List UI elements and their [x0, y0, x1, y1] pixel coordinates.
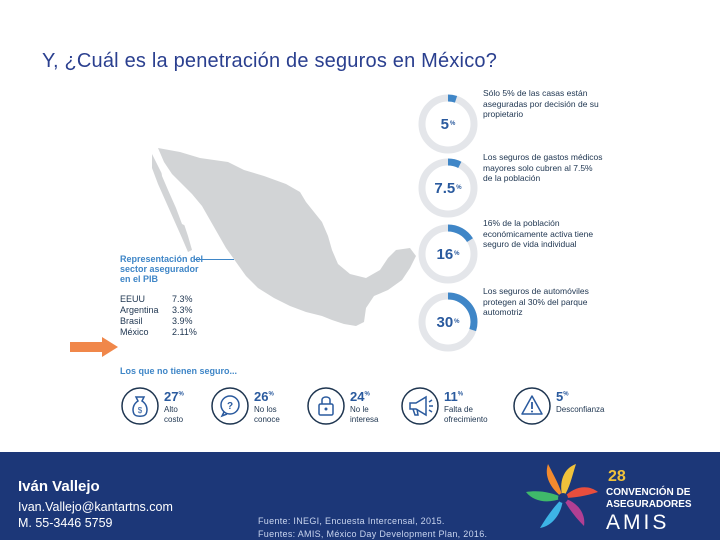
stat-medical: 7.5% Los seguros de gastos médicos mayor… — [416, 152, 716, 222]
reason-label: No le interesa — [350, 405, 379, 424]
pib-title: Representación del sector asegurador en … — [120, 254, 204, 284]
convention-line-1: CONVENCIÓN DE — [606, 487, 691, 498]
reason-value: 27% — [164, 389, 184, 404]
stat-value: 5% — [440, 115, 456, 133]
source-line: Fuente: INEGI, Encuesta Intercensal, 201… — [258, 516, 445, 526]
presenter-phone: M. 55-3446 5759 — [18, 516, 113, 530]
warning-icon — [513, 387, 551, 425]
reason-label: Desconfianza — [556, 405, 605, 414]
reason-cost: $ 27% Alto costo — [120, 386, 220, 430]
pib-country: Argentina — [120, 305, 159, 315]
svg-text:$: $ — [138, 406, 143, 415]
progress-ring — [418, 292, 478, 352]
pib-country: Brasil — [120, 316, 143, 326]
pib-value: 2.11% — [172, 327, 197, 337]
mexico-map — [152, 148, 416, 326]
reason-value: 26% — [254, 389, 274, 404]
pib-block: Representación del sector asegurador en … — [120, 254, 250, 338]
pib-value: 3.9% — [172, 316, 193, 326]
slide-title: Y, ¿Cuál es la penetración de seguros en… — [42, 50, 498, 72]
pib-row: Brasil 3.9% — [120, 316, 250, 327]
progress-ring — [418, 158, 478, 218]
pib-value: 3.3% — [172, 305, 193, 315]
pib-row: Argentina 3.3% — [120, 305, 250, 316]
stat-description: Sólo 5% de las casas están aseguradas po… — [483, 88, 599, 119]
convention-line-2: ASEGURADORES — [606, 499, 692, 510]
stat-homes: 5% Sólo 5% de las casas están aseguradas… — [416, 88, 716, 158]
pib-country: México — [120, 327, 149, 337]
stat-value: 16% — [436, 245, 460, 263]
convention-number: 28 — [608, 468, 626, 485]
reason-label: No los conoce — [254, 405, 280, 424]
reason-value: 5% — [556, 389, 569, 404]
reason-value: 24% — [350, 389, 370, 404]
lock-icon — [307, 387, 345, 425]
progress-ring — [418, 224, 478, 284]
stat-value: 30% — [436, 313, 460, 331]
stat-value: 7.5% — [434, 179, 462, 197]
reason-label: Alto costo — [164, 405, 184, 424]
no-insurance-heading: Los que no tienen seguro... — [120, 366, 238, 376]
question-icon: ? — [211, 387, 249, 425]
pib-row: EEUU 7.3% — [120, 294, 250, 305]
megaphone-icon — [401, 387, 439, 425]
reason-not-offered: 11% Falta de ofrecimiento — [400, 386, 500, 430]
footer-bar — [0, 452, 720, 540]
stat-description: Los seguros de gastos médicos mayores so… — [483, 152, 603, 183]
svg-text:?: ? — [227, 401, 233, 412]
reason-distrust: 5% Desconfianza — [512, 386, 612, 430]
money-bag-icon: $ — [121, 387, 159, 425]
source-line: Fuentes: AMIS, México Day Development Pl… — [258, 529, 488, 539]
pib-country: EEUU — [120, 294, 146, 304]
stat-life: 16% 16% de la población económicamente a… — [416, 218, 716, 288]
reason-label: Falta de ofrecimiento — [444, 405, 488, 424]
presenter-email: Ivan.Vallejo@kantartns.com — [18, 500, 173, 514]
pib-table: EEUU 7.3% Argentina 3.3% Brasil 3.9% México… — [120, 294, 250, 338]
convention-brand: AMIS — [606, 511, 670, 534]
reason-not-interested: 24% No le interesa — [306, 386, 406, 430]
pib-connector-line — [194, 259, 234, 260]
pib-value: 7.3% — [172, 294, 193, 304]
stat-description: 16% de la población económicamente activ… — [483, 218, 594, 249]
stat-auto: 30% Los seguros de automóviles protegen … — [416, 286, 716, 356]
convention-logo-icon — [526, 464, 598, 528]
stat-description: Los seguros de automóviles protegen al 3… — [483, 286, 589, 317]
progress-ring — [418, 94, 478, 154]
arrow-right-icon — [70, 337, 118, 357]
pib-row: México 2.11% — [120, 327, 250, 338]
reason-value: 11% — [444, 389, 464, 404]
presenter-name: Iván Vallejo — [18, 478, 100, 495]
reason-unknown: ? 26% No los conoce — [210, 386, 310, 430]
